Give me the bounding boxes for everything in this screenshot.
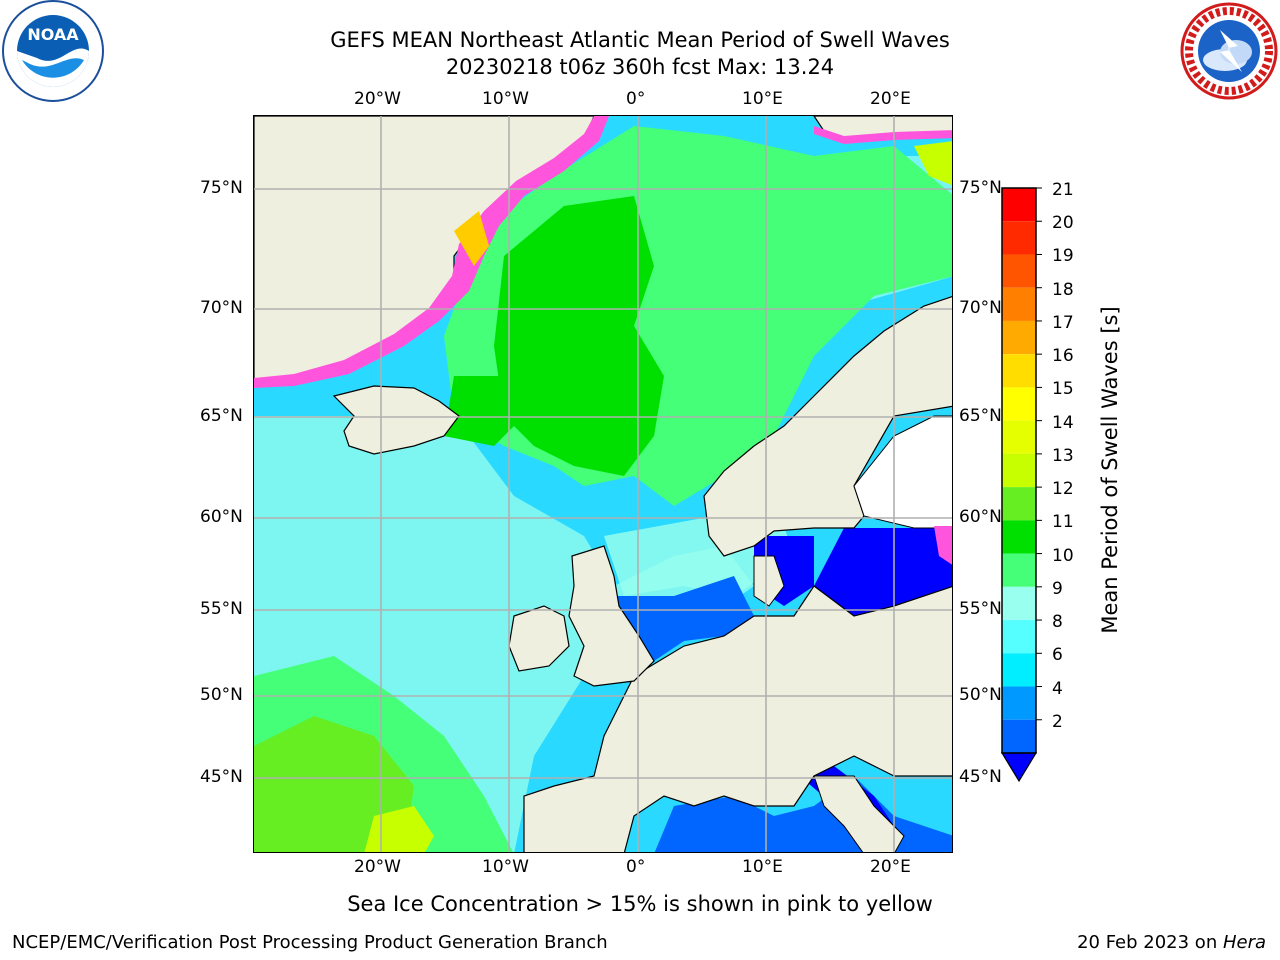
map-panel bbox=[253, 115, 953, 853]
colorbar-tick-label: 6 bbox=[1052, 645, 1063, 666]
lat-label-right-60n: 60°N bbox=[959, 507, 1002, 527]
lon-label-top-0: 0° bbox=[626, 89, 646, 109]
lat-label-left-50n: 50°N bbox=[200, 685, 243, 705]
lat-label-left-70n: 70°N bbox=[200, 298, 243, 318]
lon-label-top-10e: 10°E bbox=[742, 89, 783, 109]
colorbar-tick-label: 17 bbox=[1052, 312, 1074, 333]
footer-branch: NCEP/EMC/Verification Post Processing Pr… bbox=[12, 932, 608, 953]
swell-zone-baltic bbox=[814, 528, 952, 616]
colorbar-frame bbox=[1001, 187, 1037, 754]
sea-ice-svalbard bbox=[814, 126, 952, 144]
colorbar-tick-label: 13 bbox=[1052, 445, 1074, 466]
footer-machine: Hera bbox=[1222, 932, 1266, 953]
sea-ice-greenland-yellow bbox=[454, 211, 489, 266]
lat-label-right-50n: 50°N bbox=[959, 685, 1002, 705]
lon-label-bottom-10w: 10°W bbox=[482, 857, 529, 877]
colorbar-tick-label: 10 bbox=[1052, 545, 1074, 566]
colorbar-segment bbox=[1002, 453, 1036, 488]
lat-label-right-70n: 70°N bbox=[959, 298, 1002, 318]
lat-label-right-55n: 55°N bbox=[959, 599, 1002, 619]
colorbar-tick-label: 9 bbox=[1052, 578, 1063, 599]
iceland-land bbox=[332, 385, 460, 455]
colorbar-tick-label: 20 bbox=[1052, 213, 1074, 234]
lat-label-left-65n: 65°N bbox=[200, 406, 243, 426]
lat-label-right-45n: 45°N bbox=[959, 767, 1002, 787]
lon-label-top-20e: 20°E bbox=[870, 89, 911, 109]
colorbar-tick-label: 14 bbox=[1052, 412, 1074, 433]
colorbar-segment bbox=[1002, 221, 1036, 255]
lon-label-bottom-20e: 20°E bbox=[870, 857, 911, 877]
colorbar-tick-label: 15 bbox=[1052, 379, 1074, 400]
chart-title: GEFS MEAN Northeast Atlantic Mean Period… bbox=[330, 28, 950, 52]
lat-label-left-45n: 45°N bbox=[200, 767, 243, 787]
colorbar-segment bbox=[1002, 553, 1036, 587]
colorbar-segment bbox=[1002, 487, 1036, 521]
swell-zone-11s-west bbox=[444, 376, 524, 446]
colorbar-extend-triangle bbox=[1000, 752, 1038, 783]
colorbar-tick-label: 8 bbox=[1052, 612, 1063, 633]
colorbar-tick-label: 2 bbox=[1052, 711, 1063, 732]
colorbar-segment bbox=[1002, 686, 1036, 720]
swell-zone-13s-north bbox=[914, 141, 952, 186]
lat-label-right-65n: 65°N bbox=[959, 406, 1002, 426]
colorbar-segment bbox=[1002, 586, 1036, 621]
great-britain-land bbox=[568, 545, 655, 687]
colorbar-canvas bbox=[1000, 187, 1042, 783]
lon-label-top-10w: 10°W bbox=[482, 89, 529, 109]
footer-date: 20 Feb 2023 on Hera bbox=[1077, 932, 1266, 954]
colorbar-tick-label: 19 bbox=[1052, 246, 1074, 267]
sea-ice-greenland bbox=[254, 116, 609, 388]
lat-label-left-60n: 60°N bbox=[200, 507, 243, 527]
colorbar bbox=[1000, 187, 1042, 783]
ireland-land bbox=[508, 605, 570, 672]
lon-label-bottom-0: 0° bbox=[626, 857, 646, 877]
denmark-land bbox=[753, 555, 785, 607]
colorbar-segment bbox=[1002, 188, 1036, 222]
colorbar-segment bbox=[1002, 653, 1036, 687]
noaa-logo: NOAA bbox=[2, 0, 104, 102]
swell-zone-11s-core bbox=[494, 196, 664, 476]
footer-date-text: 20 Feb 2023 on bbox=[1077, 932, 1223, 953]
sea-ice-caption: Sea Ice Concentration > 15% is shown in … bbox=[347, 892, 933, 916]
lon-label-bottom-10e: 10°E bbox=[742, 857, 783, 877]
colorbar-segment bbox=[1002, 520, 1036, 554]
colorbar-segment bbox=[1002, 620, 1036, 654]
colorbar-segment bbox=[1002, 287, 1036, 321]
swell-zone-13s-patch bbox=[364, 806, 434, 852]
map-canvas bbox=[254, 116, 952, 852]
noaa-logo-text: NOAA bbox=[27, 25, 79, 44]
graticule bbox=[254, 116, 952, 852]
lon-label-bottom-20w: 20°W bbox=[354, 857, 401, 877]
colorbar-tick-label: 4 bbox=[1052, 678, 1063, 699]
lat-label-left-55n: 55°N bbox=[200, 599, 243, 619]
chart-subtitle: 20230218 t06z 360h fcst Max: 13.24 bbox=[445, 55, 835, 79]
europe-land bbox=[523, 585, 952, 852]
colorbar-tick-label: 21 bbox=[1052, 180, 1074, 200]
italy-land bbox=[813, 775, 905, 852]
colorbar-segment bbox=[1002, 420, 1036, 454]
colorbar-segment bbox=[1002, 387, 1036, 421]
colorbar-tick-label: 16 bbox=[1052, 346, 1074, 367]
lat-label-left-75n: 75°N bbox=[200, 178, 243, 198]
lon-label-top-20w: 20°W bbox=[354, 89, 401, 109]
colorbar-tick-label: 12 bbox=[1052, 479, 1074, 500]
lat-label-right-75n: 75°N bbox=[959, 178, 1002, 198]
colorbar-segment bbox=[1002, 320, 1036, 355]
colorbar-axis-label: Mean Period of Swell Waves [s] bbox=[1098, 306, 1122, 634]
colorbar-tick-label: 11 bbox=[1052, 512, 1074, 533]
colorbar-segment bbox=[1002, 719, 1036, 753]
colorbar-segment bbox=[1002, 354, 1036, 388]
colorbar-segment bbox=[1002, 254, 1036, 288]
colorbar-tick-label: 18 bbox=[1052, 279, 1074, 300]
colorbar-tick-labels: 21 20 19 18 17 16 15 14 13 12 11 10 9 8 6 4 2 bbox=[1052, 180, 1092, 770]
sea-ice-baltic bbox=[934, 526, 952, 565]
nws-logo bbox=[1180, 2, 1278, 100]
